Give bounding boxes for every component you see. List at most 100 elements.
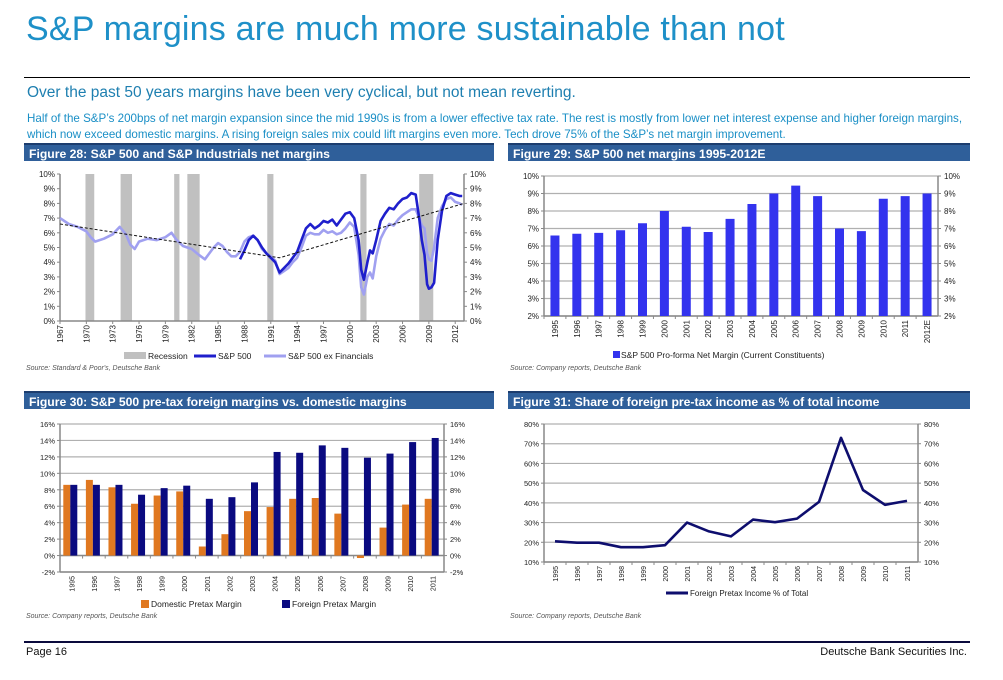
y-tick-label: 1% xyxy=(43,302,55,311)
bar-foreign xyxy=(183,485,191,556)
y-tick-label-right: 8% xyxy=(450,486,461,495)
x-tick-label: 1999 xyxy=(160,576,167,592)
figure-29-header: Figure 29: S&P 500 net margins 1995-2012… xyxy=(508,143,970,161)
x-tick-label: 2002 xyxy=(704,319,713,337)
legend-swatch xyxy=(613,351,620,358)
y-tick-label: 20% xyxy=(524,538,539,547)
y-tick-label-right: 5% xyxy=(470,244,482,253)
figure-29-chart: 2% 2% 3% 3% 4% 4% 5% 5% 6% 6% 7% 7% 8% 8% 9% 9% 10% 10% 19… xyxy=(523,172,960,360)
bar-foreign xyxy=(363,457,371,556)
bar xyxy=(769,193,779,316)
bar-domestic xyxy=(131,503,139,556)
x-tick-label: 2000 xyxy=(660,319,669,337)
legend-label: S&P 500 ex Financials xyxy=(288,351,373,361)
y-tick-label-right: 5% xyxy=(944,260,956,269)
y-tick-label: 50% xyxy=(524,479,539,488)
y-tick-label: 2% xyxy=(44,535,55,544)
bar-foreign xyxy=(273,451,281,556)
bar xyxy=(791,185,801,316)
y-tick-label: 0% xyxy=(43,317,55,326)
x-tick-label: 2000 xyxy=(346,324,355,342)
y-tick-label-right: 0% xyxy=(470,317,482,326)
x-tick-label: 2007 xyxy=(814,319,823,337)
legend-label: S&P 500 Pro-forma Net Margin (Current Co… xyxy=(621,350,825,360)
publisher-name: Deutsche Bank Securities Inc. xyxy=(820,646,967,658)
bar-foreign xyxy=(228,497,236,556)
bar-domestic xyxy=(108,487,116,556)
x-tick-label: 1979 xyxy=(161,324,170,342)
x-tick-label: 2004 xyxy=(273,576,280,592)
x-tick-label: 1997 xyxy=(595,319,604,337)
legend-label: Domestic Pretax Margin xyxy=(151,599,242,609)
y-tick-label: 9% xyxy=(527,190,539,199)
x-tick-label: 1991 xyxy=(267,324,276,342)
y-tick-label-right: 4% xyxy=(450,519,461,528)
x-tick-label: 2011 xyxy=(431,576,438,591)
y-tick-label: 5% xyxy=(43,244,55,253)
y-tick-label: -2% xyxy=(42,568,56,577)
x-tick-label: 2005 xyxy=(773,566,780,582)
x-tick-label: 2003 xyxy=(726,319,735,337)
y-tick-label: 40% xyxy=(524,499,539,508)
x-tick-label: 2001 xyxy=(682,319,691,337)
bar-domestic xyxy=(85,479,93,556)
y-tick-label: 9% xyxy=(43,185,55,194)
x-tick-label: 1997 xyxy=(114,576,121,592)
bar-domestic xyxy=(289,498,297,556)
bar-foreign xyxy=(318,445,326,556)
y-tick-label: 0% xyxy=(44,552,55,561)
bar-domestic xyxy=(221,534,229,556)
bar-domestic xyxy=(402,504,410,556)
y-tick-label-right: 10% xyxy=(944,172,960,181)
y-tick-label-right: 10% xyxy=(450,469,465,478)
bar xyxy=(550,235,560,316)
recession-band xyxy=(360,174,367,321)
summary-paragraph: Half of the S&P’s 200bps of net margin e… xyxy=(27,112,963,141)
x-tick-label: 2006 xyxy=(795,566,802,582)
x-tick-label: 2001 xyxy=(205,576,212,592)
y-tick-label-right: 16% xyxy=(450,420,465,429)
x-tick-label: 1998 xyxy=(137,576,144,592)
y-tick-label-right: 7% xyxy=(944,225,956,234)
x-tick-label: 1998 xyxy=(617,319,626,337)
x-tick-label: 1973 xyxy=(109,324,118,342)
series-line-sp500 xyxy=(238,191,463,290)
x-tick-label: 1996 xyxy=(575,566,582,582)
x-tick-label: 2009 xyxy=(861,566,868,582)
x-tick-label: 2001 xyxy=(685,566,692,582)
x-tick-label: 2003 xyxy=(250,576,257,592)
legend-label: Recession xyxy=(148,351,188,361)
figure-31-chart: 10% 10% 20% 20% 30% 30% 40% 40% 50% 50% 60% 60% 70% 7… xyxy=(524,420,939,598)
legend-swatch xyxy=(282,600,290,608)
y-tick-label: 10% xyxy=(39,170,55,179)
y-tick-label: 30% xyxy=(524,519,539,528)
bar-foreign xyxy=(205,498,213,556)
y-tick-label: 4% xyxy=(527,277,539,286)
bar-domestic xyxy=(424,498,432,556)
bar-domestic xyxy=(176,491,184,556)
x-tick-label: 2007 xyxy=(817,566,824,582)
figure-30-source: Source: Company reports, Deutsche Bank xyxy=(26,613,158,620)
y-tick-label: 6% xyxy=(527,242,539,251)
y-tick-label: 12% xyxy=(40,453,55,462)
bar xyxy=(703,232,713,316)
y-tick-label: 10% xyxy=(524,558,539,567)
bar xyxy=(725,218,735,316)
bar-foreign xyxy=(296,452,304,556)
y-tick-label-right: 80% xyxy=(924,420,939,429)
x-tick-label: 1970 xyxy=(82,324,91,342)
y-tick-label: 8% xyxy=(44,486,55,495)
bar xyxy=(878,198,888,316)
series-line-foreign-income-share xyxy=(554,436,908,549)
bar-foreign xyxy=(386,453,394,556)
figure-30-chart: -2% -2% 0% 0% 2% 2% 4% 4% 6% 6% 8% 8% 10% 10% 12% 12% 14… xyxy=(40,420,465,609)
figure-29-source: Source: Company reports, Deutsche Bank xyxy=(510,365,642,372)
x-tick-label: 1967 xyxy=(56,324,65,342)
legend-label: S&P 500 xyxy=(218,351,252,361)
bar xyxy=(900,196,910,316)
x-tick-label: 2007 xyxy=(340,576,347,592)
y-tick-label: 10% xyxy=(40,469,55,478)
x-tick-label: 2002 xyxy=(227,576,234,592)
y-tick-label-right: 8% xyxy=(470,199,482,208)
footer-divider xyxy=(24,641,970,643)
